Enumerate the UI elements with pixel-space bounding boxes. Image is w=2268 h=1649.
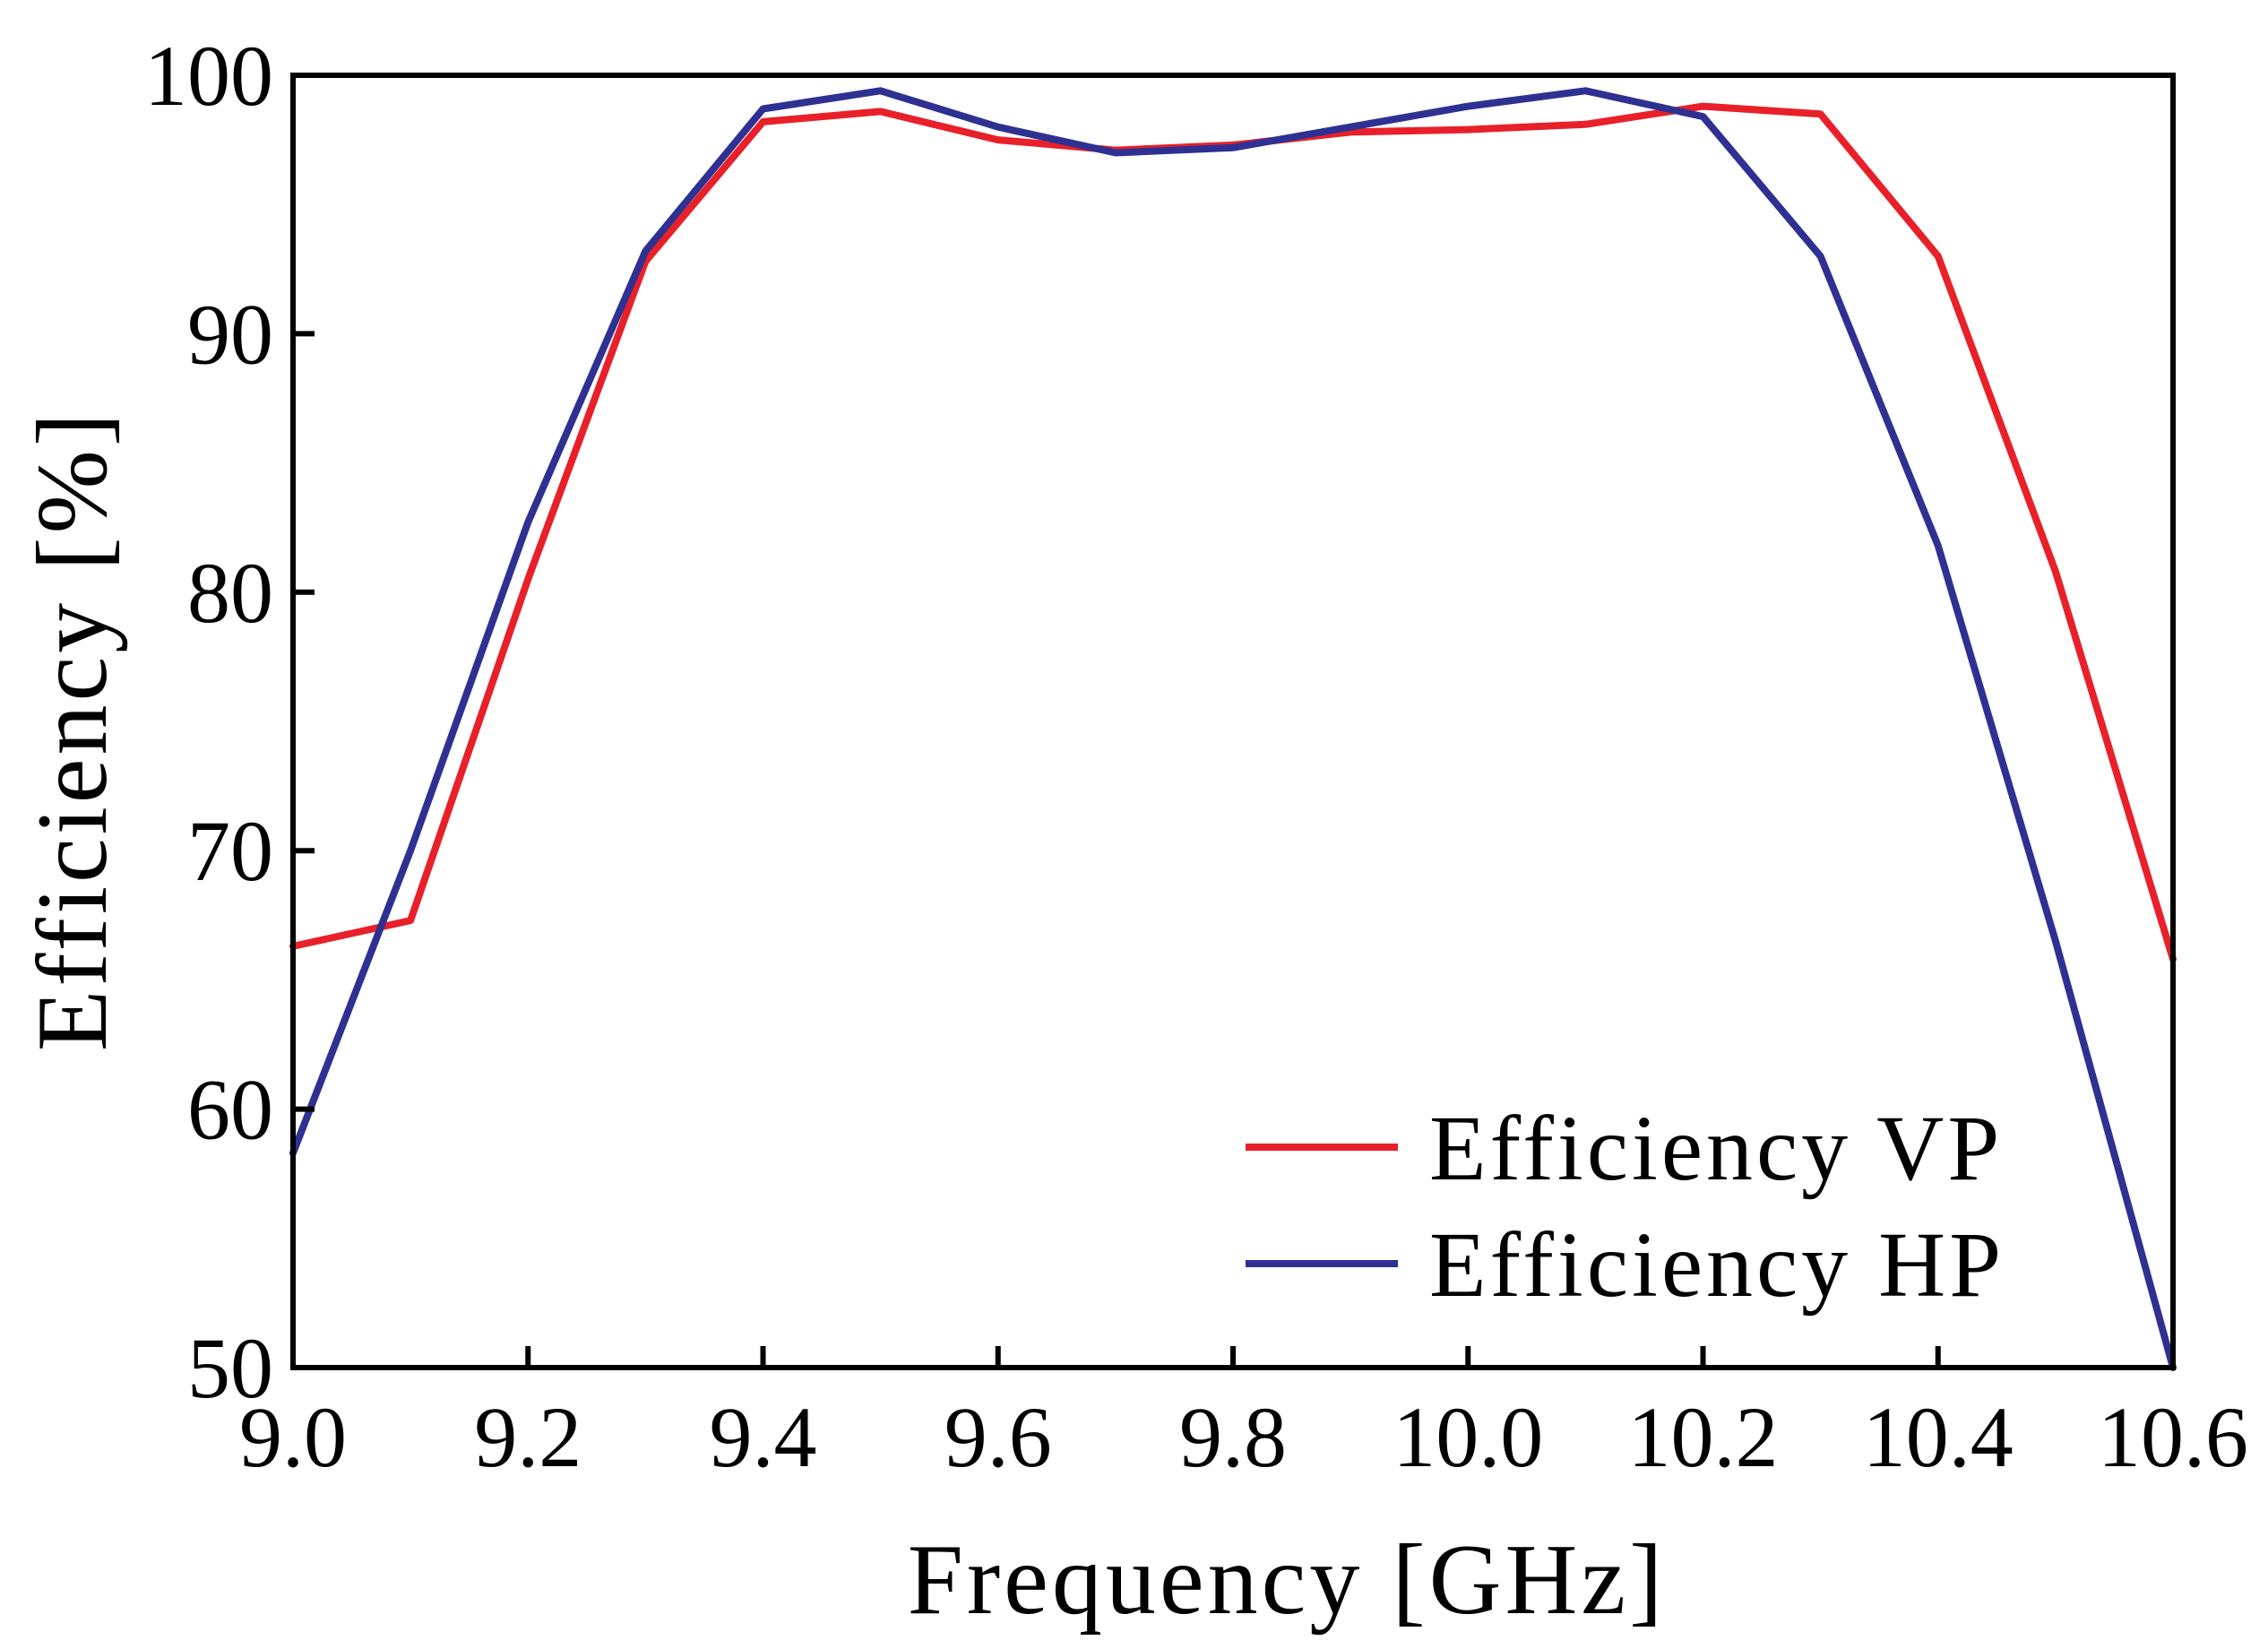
series-layer bbox=[289, 87, 2177, 1371]
x-tick-label: 10.4 bbox=[1863, 1389, 2014, 1485]
x-tick-label: 9.0 bbox=[239, 1389, 347, 1485]
y-axis-title: Efficiency [%] bbox=[17, 410, 128, 1051]
legend: Efficiency VP Efficiency HP bbox=[1246, 1097, 2005, 1317]
y-tick-label: 50 bbox=[187, 1320, 273, 1416]
x-tick-label: 9.4 bbox=[710, 1389, 817, 1485]
y-tick-label: 60 bbox=[187, 1062, 273, 1158]
x-axis-title: Frequency [GHz] bbox=[908, 1524, 1667, 1636]
y-tick-label: 70 bbox=[187, 803, 273, 899]
x-tick-label: 9.6 bbox=[944, 1389, 1052, 1485]
x-tick-label: 10.0 bbox=[1393, 1389, 1543, 1485]
legend-label-hp: Efficiency HP bbox=[1429, 1213, 2005, 1317]
y-tick-label: 90 bbox=[187, 286, 273, 382]
ticks-layer bbox=[290, 73, 2176, 1370]
x-tick-label: 10.6 bbox=[2098, 1389, 2248, 1485]
legend-label-vp: Efficiency VP bbox=[1429, 1097, 2003, 1200]
x-tick-label: 10.2 bbox=[1628, 1389, 1779, 1485]
labels-layer: 9.0 9.2 9.4 9.6 9.8 10.0 10.2 10.4 10.6 50 60 70 80 9… bbox=[144, 28, 2248, 1485]
x-tick-label: 9.2 bbox=[474, 1389, 582, 1485]
y-tick-label: 100 bbox=[144, 28, 273, 124]
x-tick-label: 9.8 bbox=[1179, 1389, 1287, 1485]
series-line-hp bbox=[289, 87, 2177, 1371]
y-tick-label: 80 bbox=[187, 545, 273, 641]
series-line-vp bbox=[289, 102, 2177, 963]
